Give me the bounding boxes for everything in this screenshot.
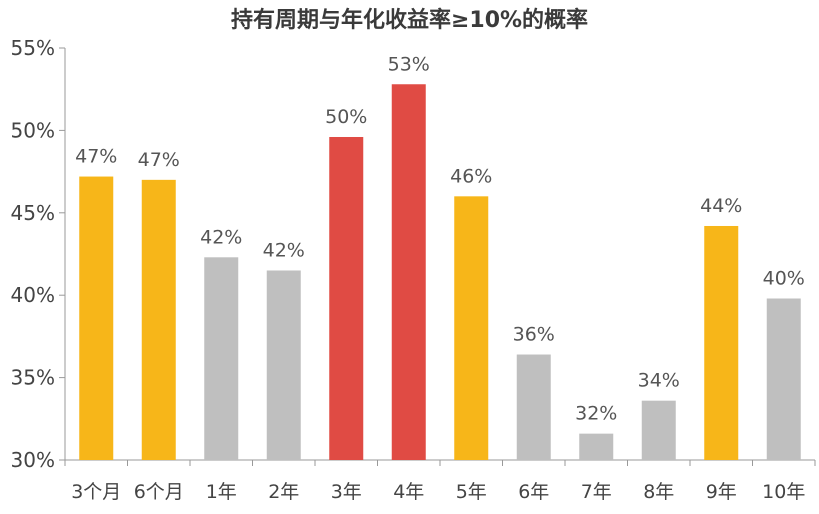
y-tick-label: 35% (11, 366, 55, 390)
x-tick-label: 6年 (518, 481, 549, 503)
data-label: 47% (75, 146, 117, 168)
data-label: 42% (263, 239, 305, 261)
bar (391, 84, 426, 461)
y-tick-label: 50% (11, 118, 55, 142)
data-label: 42% (200, 226, 242, 248)
bar (141, 179, 176, 460)
bar (79, 176, 114, 460)
y-tick-label: 55% (11, 36, 55, 60)
bar (204, 257, 239, 460)
data-label: 44% (700, 195, 742, 217)
x-tick-label: 9年 (706, 481, 737, 503)
data-label: 34% (638, 370, 680, 392)
bar (704, 225, 739, 460)
y-tick-label: 40% (11, 283, 55, 307)
bar (641, 400, 676, 460)
data-label: 50% (325, 106, 367, 128)
y-tick-label: 30% (11, 448, 55, 472)
chart-title: 持有周期与年化收益率≥10%的概率 (230, 8, 589, 33)
x-tick-label: 6个月 (134, 481, 184, 503)
bar (766, 298, 801, 460)
bar (266, 270, 301, 460)
bar (579, 433, 614, 460)
data-label: 40% (763, 267, 805, 289)
data-label: 36% (513, 324, 555, 346)
x-tick-label: 4年 (393, 481, 424, 503)
x-tick-label: 2年 (268, 481, 299, 503)
bar (454, 196, 489, 460)
y-tick-label: 45% (11, 201, 55, 225)
bar (516, 354, 551, 460)
x-tick-label: 3个月 (71, 481, 121, 503)
data-label: 32% (575, 403, 617, 425)
data-label: 47% (138, 149, 180, 171)
x-tick-label: 3年 (331, 481, 362, 503)
data-label: 53% (388, 53, 430, 75)
x-tick-label: 1年 (206, 481, 237, 503)
x-tick-label: 8年 (643, 481, 674, 503)
x-tick-label: 10年 (762, 481, 805, 503)
data-label: 46% (450, 165, 492, 187)
bar (329, 136, 364, 460)
x-tick-label: 7年 (581, 481, 612, 503)
x-tick-label: 5年 (456, 481, 487, 503)
